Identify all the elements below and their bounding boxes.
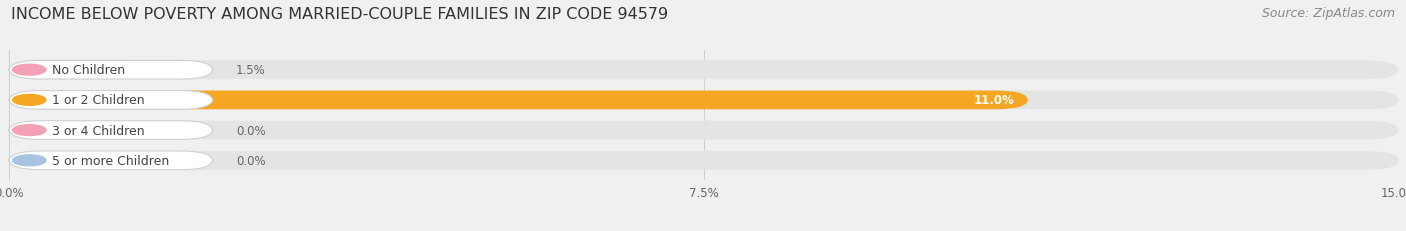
FancyBboxPatch shape [8, 91, 1399, 110]
Circle shape [13, 125, 46, 136]
Text: 1 or 2 Children: 1 or 2 Children [52, 94, 145, 107]
FancyBboxPatch shape [8, 91, 212, 110]
Text: Source: ZipAtlas.com: Source: ZipAtlas.com [1261, 7, 1395, 20]
FancyBboxPatch shape [8, 151, 212, 170]
FancyBboxPatch shape [8, 61, 1399, 80]
Text: 11.0%: 11.0% [973, 94, 1014, 107]
FancyBboxPatch shape [8, 121, 1399, 140]
Text: 0.0%: 0.0% [236, 124, 266, 137]
FancyBboxPatch shape [8, 121, 212, 140]
FancyBboxPatch shape [8, 91, 1028, 110]
Text: No Children: No Children [52, 64, 125, 77]
Circle shape [13, 95, 46, 106]
Text: INCOME BELOW POVERTY AMONG MARRIED-COUPLE FAMILIES IN ZIP CODE 94579: INCOME BELOW POVERTY AMONG MARRIED-COUPL… [11, 7, 668, 22]
Text: 3 or 4 Children: 3 or 4 Children [52, 124, 145, 137]
FancyBboxPatch shape [8, 61, 212, 80]
Circle shape [13, 155, 46, 166]
Circle shape [13, 65, 46, 76]
Text: 0.0%: 0.0% [236, 154, 266, 167]
Text: 5 or more Children: 5 or more Children [52, 154, 169, 167]
FancyBboxPatch shape [8, 151, 1399, 170]
Text: 1.5%: 1.5% [236, 64, 266, 77]
FancyBboxPatch shape [8, 61, 148, 80]
